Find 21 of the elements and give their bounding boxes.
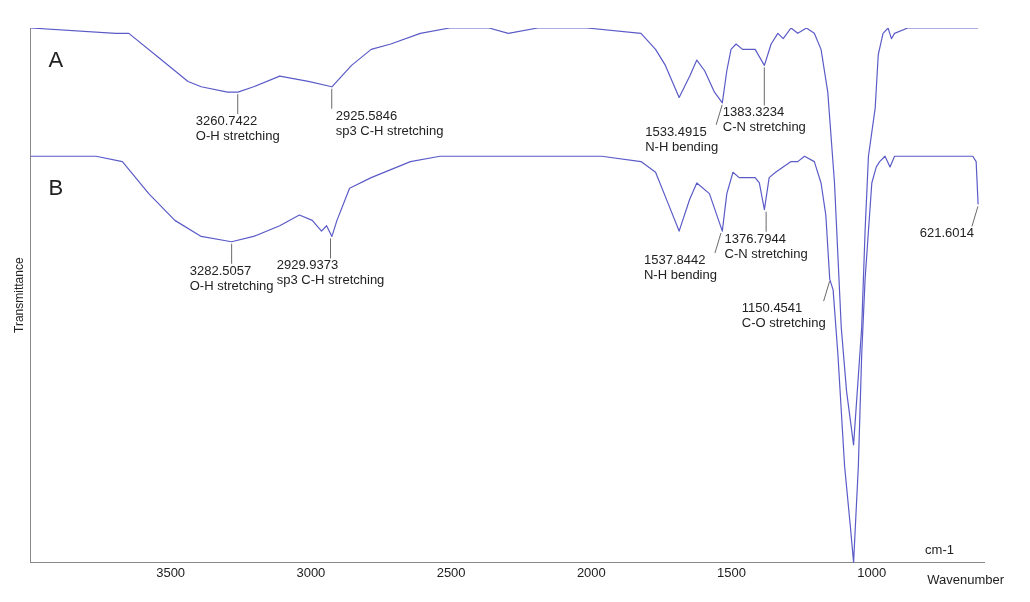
annotation: 621.6014 — [919, 225, 974, 241]
annotation: 1383.3234 C-N stretching — [722, 104, 806, 135]
x-tick-label: 1000 — [857, 564, 887, 580]
x-tick-label: 2500 — [436, 564, 466, 580]
annotation: 1533.4915 N-H bending — [645, 123, 719, 154]
annotation: 2925.5846 sp3 C-H stretching — [335, 107, 444, 138]
annotation: 1376.7944 C-N stretching — [724, 230, 808, 261]
x-tick-label: 3000 — [296, 564, 326, 580]
x-axis-title: Wavenumber — [927, 572, 1005, 588]
x-tick-label: 1500 — [717, 564, 747, 580]
series-label: B — [48, 175, 64, 201]
annotation: 3282.5057 O-H stretching — [189, 262, 274, 293]
annotation: cm-1 — [925, 542, 954, 558]
annotation: 1537.8442 N-H bending — [643, 252, 717, 283]
series-label: A — [48, 47, 64, 73]
y-axis-title: Transmittance — [11, 257, 26, 333]
annotation: 1150.4541 C-O stretching — [741, 300, 826, 331]
x-tick-label: 2000 — [576, 564, 606, 580]
annotation: 2929.9373 sp3 C-H stretching — [276, 257, 385, 288]
x-tick-label: 3500 — [156, 564, 186, 580]
annotation: 3260.7422 O-H stretching — [195, 113, 280, 144]
